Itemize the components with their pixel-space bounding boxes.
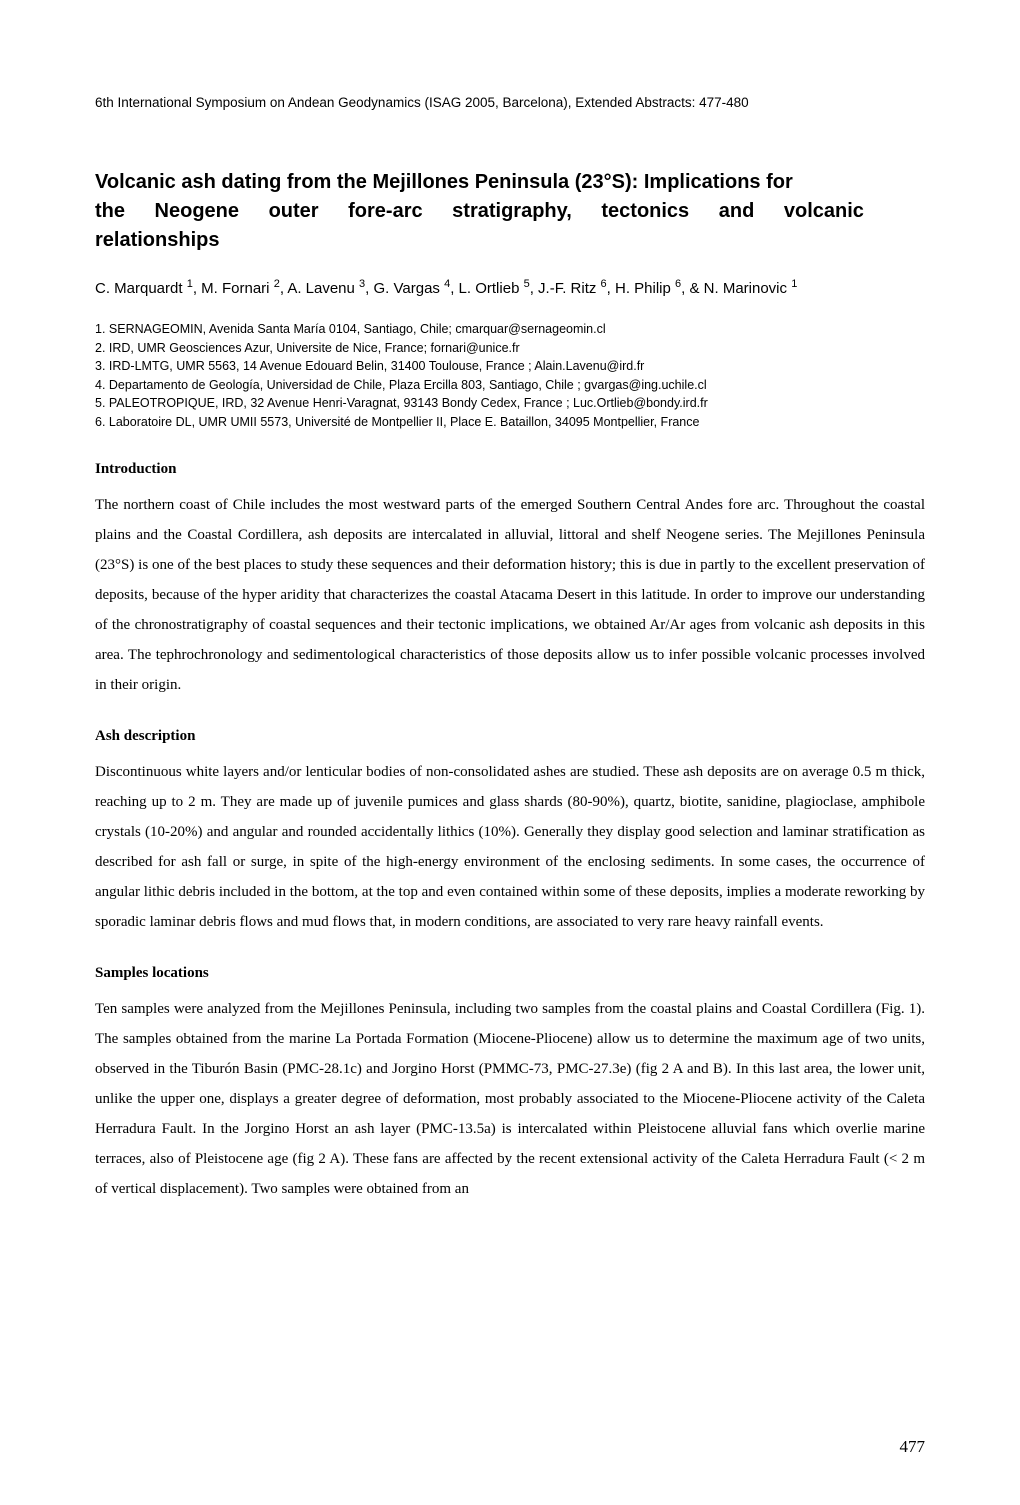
conference-header: 6th International Symposium on Andean Ge…	[95, 95, 925, 110]
page-number: 477	[900, 1437, 926, 1457]
authors-list: C. Marquardt 1, M. Fornari 2, A. Lavenu …	[95, 277, 925, 299]
paper-title: Volcanic ash dating from the Mejillones …	[95, 168, 925, 255]
section-heading-samples: Samples locations	[95, 965, 925, 982]
section-heading-ash: Ash description	[95, 728, 925, 745]
title-line-2: the Neogene outer fore-arc stratigraphy,…	[95, 197, 925, 226]
ash-description-body: Discontinuous white layers and/or lentic…	[95, 757, 925, 937]
affiliation-line: 5. PALEOTROPIQUE, IRD, 32 Avenue Henri-V…	[95, 395, 925, 413]
title-line-1: Volcanic ash dating from the Mejillones …	[95, 168, 925, 197]
affiliations-list: 1. SERNAGEOMIN, Avenida Santa María 0104…	[95, 321, 925, 431]
affiliation-line: 6. Laboratoire DL, UMR UMII 5573, Univer…	[95, 414, 925, 432]
section-heading-introduction: Introduction	[95, 461, 925, 478]
samples-locations-body: Ten samples were analyzed from the Mejil…	[95, 994, 925, 1204]
title-line-3: relationships	[95, 226, 925, 255]
affiliation-line: 2. IRD, UMR Geosciences Azur, Universite…	[95, 340, 925, 358]
affiliation-line: 1. SERNAGEOMIN, Avenida Santa María 0104…	[95, 321, 925, 339]
affiliation-line: 3. IRD-LMTG, UMR 5563, 14 Avenue Edouard…	[95, 358, 925, 376]
affiliation-line: 4. Departamento de Geología, Universidad…	[95, 377, 925, 395]
introduction-body: The northern coast of Chile includes the…	[95, 490, 925, 700]
